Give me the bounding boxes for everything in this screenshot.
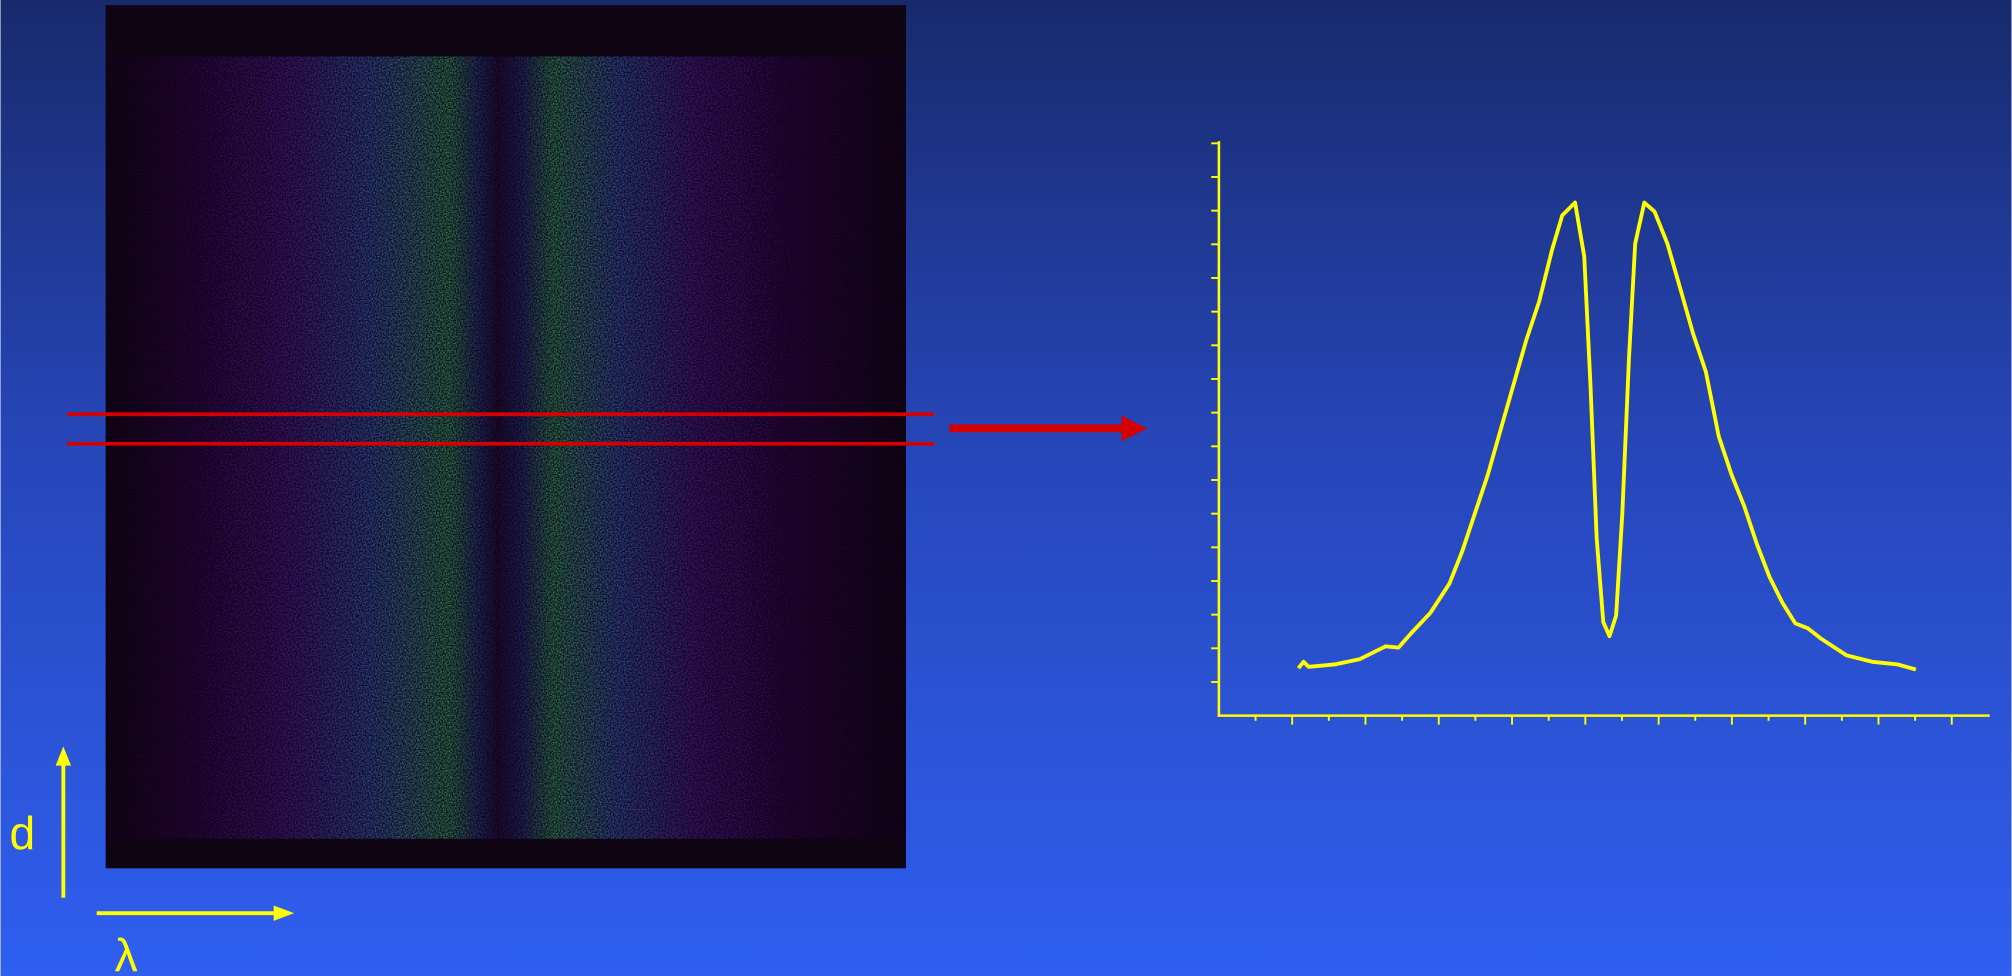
lambda-arrow [96, 905, 295, 921]
detector-image [105, 5, 906, 869]
d-arrow [55, 746, 72, 898]
axis-label: λ [115, 929, 138, 976]
profile-line [1296, 200, 1917, 672]
axis-label: d [9, 807, 35, 859]
red-arrow [949, 415, 1148, 442]
profile-chart [1211, 141, 1990, 725]
